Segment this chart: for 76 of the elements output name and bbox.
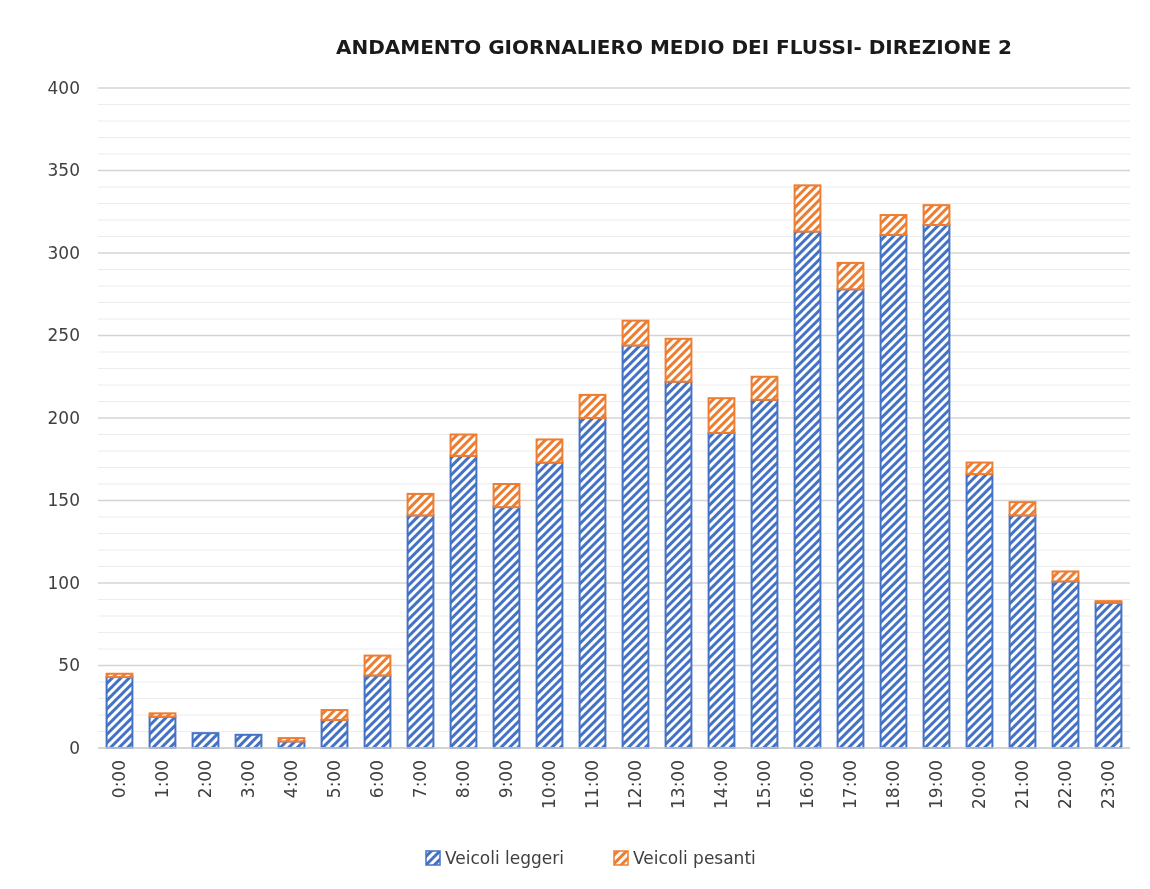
bar	[578, 417, 607, 749]
x-tick-label: 20:00	[969, 760, 990, 809]
bar	[105, 676, 134, 749]
y-tick-label: 250	[47, 325, 80, 346]
bar	[1094, 601, 1123, 749]
bar	[707, 431, 736, 749]
bar	[363, 654, 392, 677]
x-tick-label: 19:00	[926, 760, 947, 809]
bar	[707, 397, 736, 434]
bar	[148, 712, 177, 718]
bar	[621, 319, 650, 347]
bar	[793, 230, 822, 749]
x-tick-label: 12:00	[625, 760, 646, 809]
bar	[922, 223, 951, 749]
x-tick-label: 13:00	[668, 760, 689, 809]
x-tick-label: 8:00	[453, 760, 474, 799]
x-tick-label: 23:00	[1098, 760, 1119, 809]
y-tick-label: 150	[47, 490, 80, 511]
bar	[535, 461, 564, 749]
y-tick-label: 350	[47, 160, 80, 181]
bar	[664, 337, 693, 383]
bar	[535, 438, 564, 464]
bar	[965, 461, 994, 476]
bar	[836, 288, 865, 749]
bar	[621, 344, 650, 749]
y-tick-label: 50	[58, 655, 80, 676]
bar	[320, 709, 349, 721]
y-tick-label: 300	[47, 242, 80, 263]
x-tick-label: 17:00	[840, 760, 861, 809]
bar	[1051, 570, 1080, 583]
y-tick-label: 200	[47, 407, 80, 428]
y-tick-label: 400	[47, 77, 80, 98]
bar	[277, 737, 306, 743]
bar	[750, 398, 779, 749]
bar	[1051, 580, 1080, 749]
bar	[406, 514, 435, 749]
x-tick-label: 6:00	[367, 760, 388, 799]
x-tick-label: 7:00	[410, 760, 431, 799]
x-tick-label: 1:00	[152, 760, 173, 799]
bar	[449, 454, 478, 749]
bar	[578, 393, 607, 419]
bar	[922, 204, 951, 226]
y-tick-label: 0	[69, 737, 80, 758]
bar	[1008, 514, 1037, 749]
x-tick-label: 21:00	[1012, 760, 1033, 809]
x-tick-label: 18:00	[883, 760, 904, 809]
x-tick-label: 9:00	[496, 760, 517, 799]
bar	[492, 483, 521, 509]
bar	[363, 674, 392, 749]
x-tick-label: 4:00	[281, 760, 302, 799]
x-tick-label: 3:00	[238, 760, 259, 799]
bar	[965, 473, 994, 749]
x-tick-label: 16:00	[797, 760, 818, 809]
y-tick-label: 100	[47, 572, 80, 593]
legend-label: Veicoli leggeri	[445, 847, 565, 868]
x-tick-label: 11:00	[582, 760, 603, 809]
bar	[793, 184, 822, 233]
bar	[1008, 501, 1037, 517]
bar	[879, 233, 908, 749]
x-tick-label: 15:00	[754, 760, 775, 809]
bar	[879, 214, 908, 236]
legend-label: Veicoli pesanti	[633, 847, 756, 868]
bar	[406, 492, 435, 517]
bar	[492, 506, 521, 749]
bar	[750, 375, 779, 401]
bar	[449, 433, 478, 457]
x-tick-label: 14:00	[711, 760, 732, 809]
x-tick-label: 10:00	[539, 760, 560, 809]
x-tick-label: 2:00	[195, 760, 216, 799]
chart-title: ANDAMENTO GIORNALIERO MEDIO DEI FLUSSI- DIREZIONE 2	[335, 35, 1013, 59]
x-tick-label: 0:00	[109, 760, 130, 799]
bar	[836, 261, 865, 291]
bar	[664, 380, 693, 749]
x-tick-label: 22:00	[1055, 760, 1076, 809]
x-tick-label: 5:00	[324, 760, 345, 799]
bar	[105, 672, 134, 679]
